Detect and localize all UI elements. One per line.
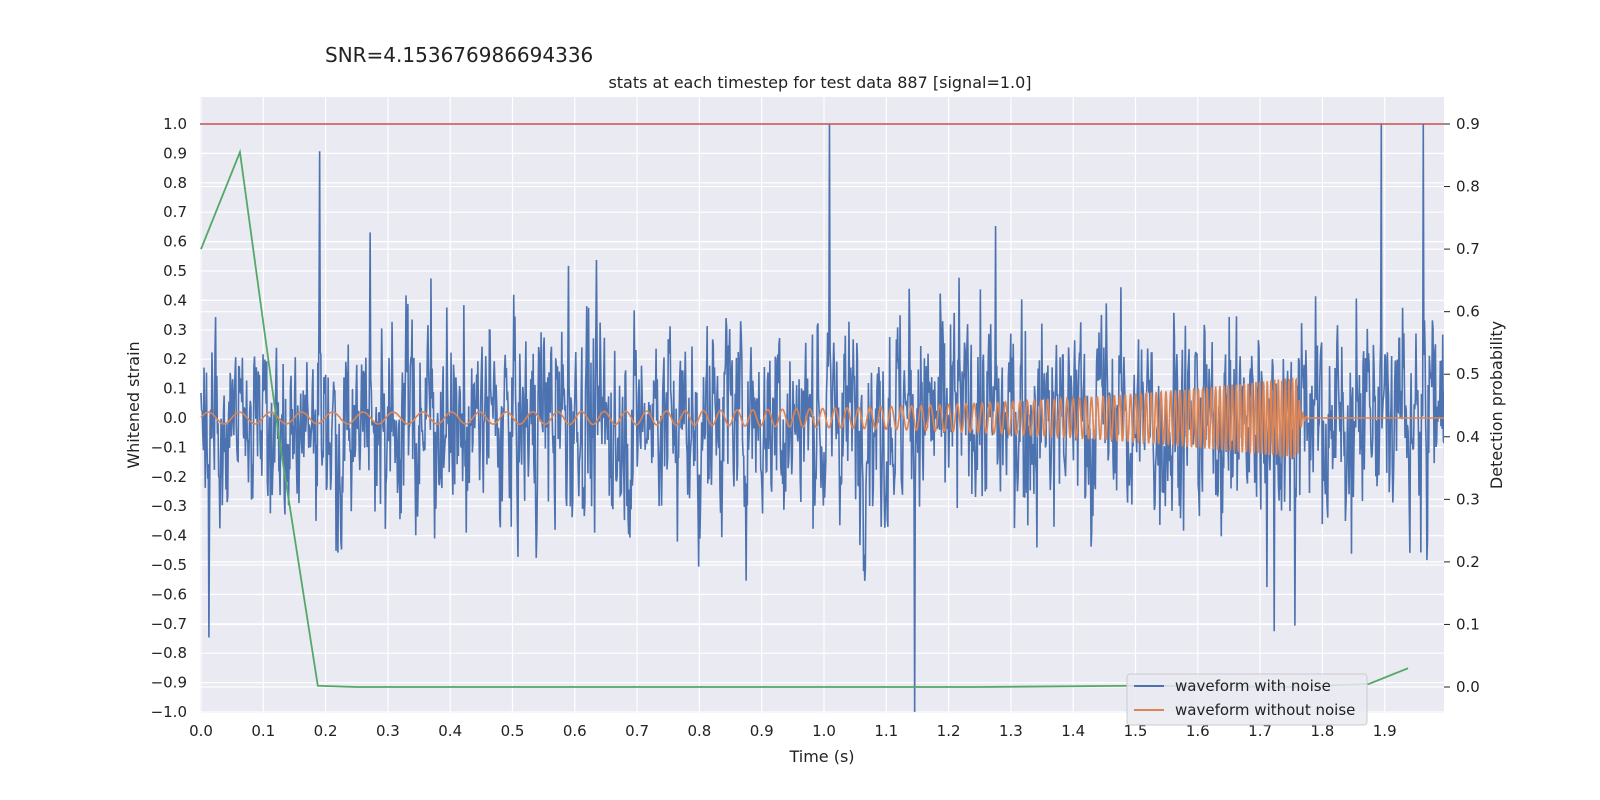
legend-box xyxy=(1126,673,1368,726)
y-tick-label: −0.7 xyxy=(151,615,187,633)
y-tick-label: 0.1 xyxy=(163,380,187,398)
y-tick-label: −0.2 xyxy=(151,468,187,486)
y2-tick-label: 0.0 xyxy=(1456,678,1480,696)
y-tick-label: 0.8 xyxy=(163,174,187,192)
y-tick-label: −0.5 xyxy=(151,556,187,574)
y2-tick-label: 0.9 xyxy=(1456,115,1480,133)
y-axis-ticks: 1.0 0.9 0.8 0.7 0.6 0.5 0.4 0.3 0.2 0.1 0.0 −0.1 −0.… xyxy=(151,115,187,721)
chart-title: stats at each timestep for test data 887… xyxy=(608,73,1031,92)
x-tick-label: 1.3 xyxy=(999,722,1023,740)
y2-axis-ticks: 0.9 0.8 0.7 0.6 0.5 0.4 0.3 0.2 0.1 0.0 xyxy=(1444,115,1480,696)
y2-axis-label: Detection probability xyxy=(1487,321,1506,489)
y-tick-label: 0.4 xyxy=(163,291,187,309)
y2-tick-label: 0.2 xyxy=(1456,553,1480,571)
x-axis-ticks: 0.0 0.1 0.2 0.3 0.4 0.5 0.6 0.7 0.8 0.9 1.0 1.1 1.2 1… xyxy=(189,722,1397,740)
y-tick-label: −0.4 xyxy=(151,527,187,545)
x-tick-label: 0.7 xyxy=(625,722,649,740)
x-tick-label: 0.2 xyxy=(314,722,338,740)
legend-label-waveform-without-noise: waveform without noise xyxy=(1175,701,1355,719)
snr-suptitle: SNR=4.153676986694336 xyxy=(325,43,593,67)
x-tick-label: 0.5 xyxy=(501,722,525,740)
x-tick-label: 1.5 xyxy=(1124,722,1148,740)
y2-tick-label: 0.6 xyxy=(1456,303,1480,321)
y-tick-label: 0.9 xyxy=(163,144,187,162)
x-tick-label: 1.2 xyxy=(937,722,961,740)
y-tick-label: −0.9 xyxy=(151,674,187,692)
x-tick-label: 0.0 xyxy=(189,722,213,740)
y-axis-label: Whitened strain xyxy=(124,341,143,468)
y2-tick-label: 0.7 xyxy=(1456,240,1480,258)
y2-tick-label: 0.3 xyxy=(1456,490,1480,508)
y-tick-label: −0.8 xyxy=(151,644,187,662)
x-tick-label: 1.6 xyxy=(1186,722,1210,740)
y-tick-label: 1.0 xyxy=(163,115,187,133)
y-tick-label: 0.5 xyxy=(163,262,187,280)
x-tick-label: 1.9 xyxy=(1373,722,1397,740)
x-tick-label: 1.1 xyxy=(874,722,898,740)
x-tick-label: 1.7 xyxy=(1248,722,1272,740)
x-tick-label: 1.0 xyxy=(812,722,836,740)
y-tick-label: −1.0 xyxy=(151,703,187,721)
x-tick-label: 0.4 xyxy=(438,722,462,740)
series-line-waveform-with-noise xyxy=(200,123,1444,713)
y2-tick-label: 0.5 xyxy=(1456,365,1480,383)
y2-tick-label: 0.4 xyxy=(1456,428,1480,446)
plot-content xyxy=(200,123,1444,713)
y-tick-label: 0.6 xyxy=(163,233,187,251)
x-tick-label: 0.8 xyxy=(687,722,711,740)
grid-lines xyxy=(200,97,1444,713)
y-tick-label: −0.6 xyxy=(151,585,187,603)
y-tick-label: 0.7 xyxy=(163,203,187,221)
y2-tick-label: 0.8 xyxy=(1456,178,1480,196)
y-tick-label: 0.2 xyxy=(163,350,187,368)
y-tick-label: −0.1 xyxy=(151,438,187,456)
x-tick-label: 1.4 xyxy=(1061,722,1085,740)
legend: waveform with noise waveform without noi… xyxy=(1126,673,1368,726)
y-tick-label: 0.0 xyxy=(163,409,187,427)
x-tick-label: 0.9 xyxy=(750,722,774,740)
y-tick-label: −0.3 xyxy=(151,497,187,515)
x-axis-label: Time (s) xyxy=(788,747,854,766)
legend-label-waveform-with-noise: waveform with noise xyxy=(1175,677,1331,695)
x-tick-label: 1.8 xyxy=(1310,722,1334,740)
y2-tick-label: 0.1 xyxy=(1456,615,1480,633)
x-tick-label: 0.6 xyxy=(563,722,587,740)
x-tick-label: 0.3 xyxy=(376,722,400,740)
series-line-waveform-without-noise xyxy=(200,377,1444,459)
x-tick-label: 0.1 xyxy=(251,722,275,740)
y-tick-label: 0.3 xyxy=(163,321,187,339)
